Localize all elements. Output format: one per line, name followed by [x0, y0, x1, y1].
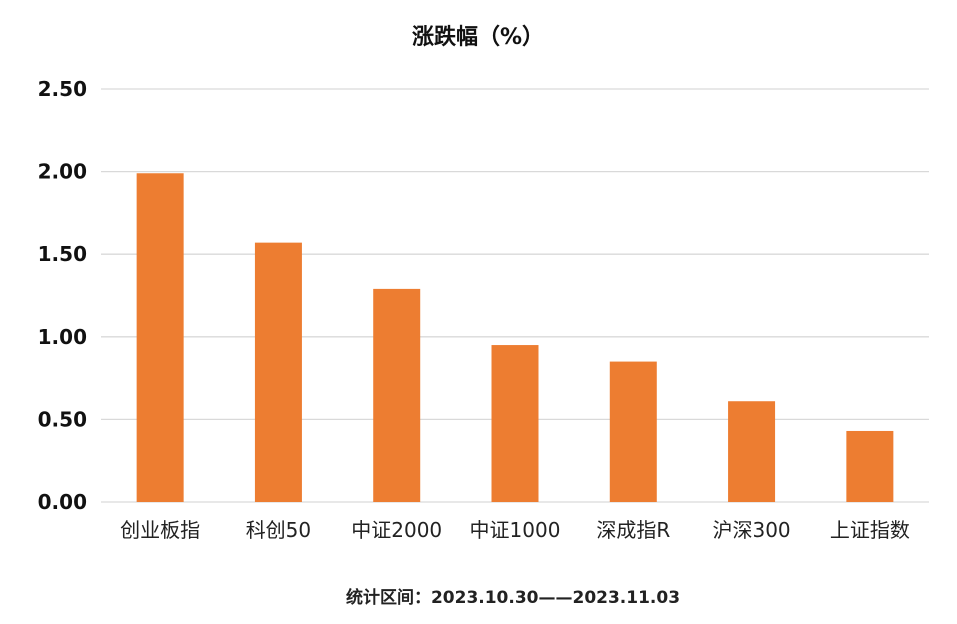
y-tick-label: 1.50 — [38, 242, 87, 266]
y-tick-label: 1.00 — [38, 325, 87, 349]
x-tick-label: 上证指数 — [830, 518, 910, 542]
bar — [491, 345, 539, 502]
y-tick-label: 2.50 — [38, 77, 87, 101]
bar — [136, 173, 184, 502]
x-axis-ticks: 创业板指 科创50 中证2000 中证1000 深成指R 沪深300 上证指数 — [120, 518, 910, 542]
x-tick-label: 科创50 — [246, 518, 311, 542]
bar — [373, 288, 421, 502]
bar — [254, 242, 302, 503]
gridlines — [101, 88, 929, 503]
x-tick-label: 沪深300 — [712, 518, 790, 542]
y-tick-label: 0.50 — [38, 407, 87, 431]
bar — [846, 430, 894, 502]
bar — [609, 361, 657, 502]
bar — [728, 401, 776, 502]
x-tick-label: 深成指R — [596, 518, 670, 542]
x-tick-label: 中证2000 — [351, 518, 442, 542]
chart-title: 涨跌幅（%） — [412, 25, 544, 50]
y-tick-label: 2.00 — [38, 160, 87, 184]
bars — [136, 173, 894, 503]
y-axis-ticks: 0.00 0.50 1.00 1.50 2.00 2.50 — [38, 77, 87, 514]
x-tick-label: 中证1000 — [470, 518, 561, 542]
x-tick-label: 创业板指 — [120, 518, 200, 542]
footnote: 统计区间：2023.10.30——2023.11.03 — [346, 587, 680, 608]
y-tick-label: 0.00 — [38, 490, 87, 514]
